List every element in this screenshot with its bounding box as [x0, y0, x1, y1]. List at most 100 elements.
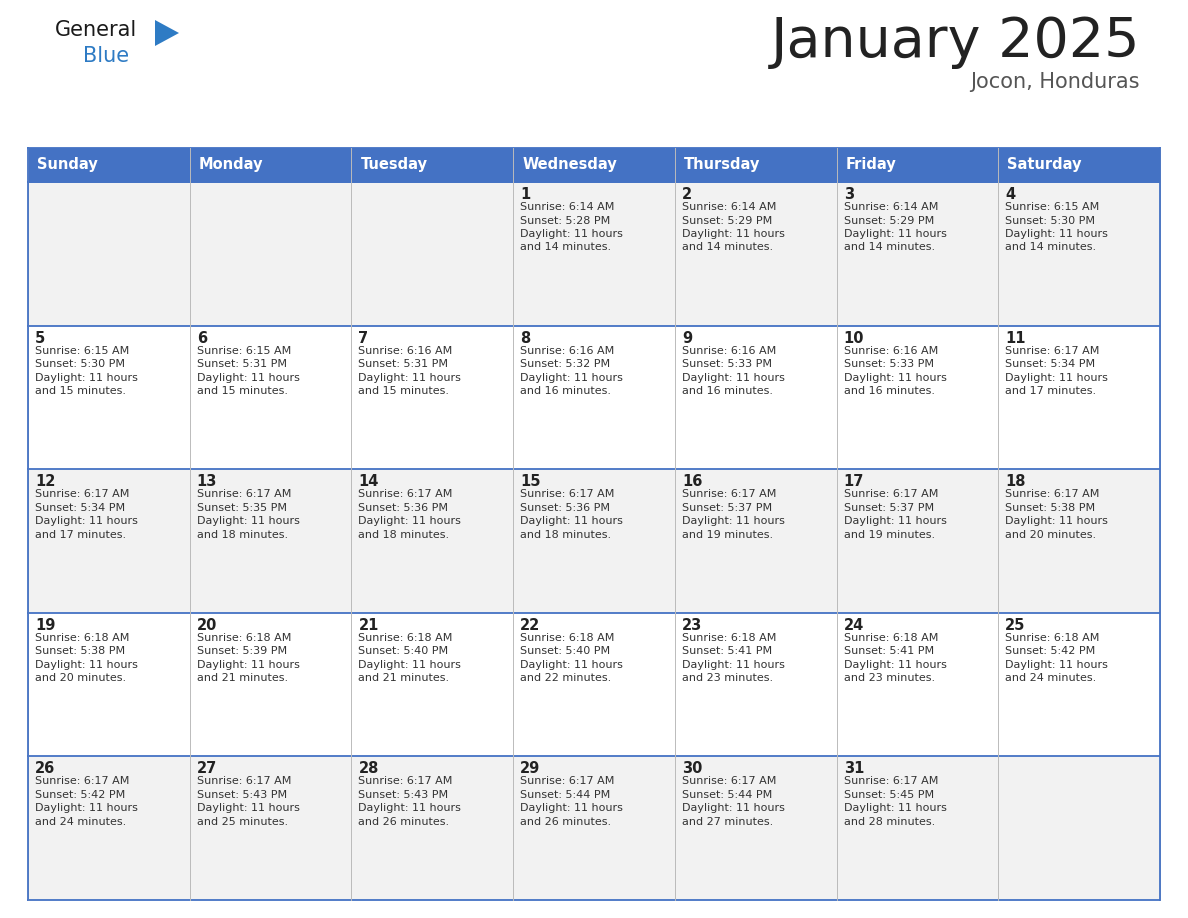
- Text: 13: 13: [197, 475, 217, 489]
- Text: Jocon, Honduras: Jocon, Honduras: [971, 72, 1140, 92]
- Bar: [998, 756, 1159, 900]
- Text: General: General: [55, 20, 138, 40]
- Text: 22: 22: [520, 618, 541, 633]
- Text: Daylight: 11 hours: Daylight: 11 hours: [1005, 373, 1108, 383]
- Text: Daylight: 11 hours: Daylight: 11 hours: [520, 373, 623, 383]
- Text: 12: 12: [34, 475, 56, 489]
- Text: Daylight: 11 hours: Daylight: 11 hours: [520, 516, 623, 526]
- Text: 19: 19: [34, 618, 56, 633]
- Text: Sunrise: 6:17 AM: Sunrise: 6:17 AM: [34, 489, 129, 499]
- Text: and 18 minutes.: and 18 minutes.: [520, 530, 612, 540]
- Text: 7: 7: [359, 330, 368, 345]
- Text: 2: 2: [682, 187, 691, 202]
- Text: and 21 minutes.: and 21 minutes.: [197, 673, 287, 683]
- Polygon shape: [154, 20, 179, 46]
- Text: Sunrise: 6:17 AM: Sunrise: 6:17 AM: [682, 777, 776, 787]
- Text: 3: 3: [843, 187, 854, 202]
- Text: 10: 10: [843, 330, 864, 345]
- Bar: [190, 182, 352, 326]
- Bar: [513, 613, 675, 756]
- Text: 29: 29: [520, 761, 541, 777]
- Text: Daylight: 11 hours: Daylight: 11 hours: [843, 229, 947, 239]
- Text: 31: 31: [843, 761, 864, 777]
- Text: Daylight: 11 hours: Daylight: 11 hours: [34, 803, 138, 813]
- Text: and 15 minutes.: and 15 minutes.: [34, 386, 126, 396]
- Bar: [29, 756, 190, 900]
- Text: and 25 minutes.: and 25 minutes.: [197, 817, 287, 827]
- Bar: [513, 469, 675, 613]
- Text: 24: 24: [843, 618, 864, 633]
- Text: Daylight: 11 hours: Daylight: 11 hours: [520, 803, 623, 813]
- Text: Sunset: 5:29 PM: Sunset: 5:29 PM: [843, 216, 934, 226]
- Text: Sunset: 5:40 PM: Sunset: 5:40 PM: [520, 646, 611, 656]
- Bar: [998, 326, 1159, 469]
- Text: and 19 minutes.: and 19 minutes.: [843, 530, 935, 540]
- Text: Daylight: 11 hours: Daylight: 11 hours: [359, 516, 461, 526]
- Text: Daylight: 11 hours: Daylight: 11 hours: [197, 660, 299, 670]
- Bar: [836, 326, 998, 469]
- Text: Sunrise: 6:16 AM: Sunrise: 6:16 AM: [359, 345, 453, 355]
- Text: Sunrise: 6:14 AM: Sunrise: 6:14 AM: [520, 202, 614, 212]
- Text: Sunrise: 6:17 AM: Sunrise: 6:17 AM: [843, 489, 939, 499]
- Text: and 26 minutes.: and 26 minutes.: [359, 817, 449, 827]
- Bar: [836, 469, 998, 613]
- Text: Daylight: 11 hours: Daylight: 11 hours: [359, 373, 461, 383]
- Text: and 21 minutes.: and 21 minutes.: [359, 673, 449, 683]
- Text: Sunrise: 6:14 AM: Sunrise: 6:14 AM: [682, 202, 776, 212]
- Text: and 26 minutes.: and 26 minutes.: [520, 817, 612, 827]
- Text: Daylight: 11 hours: Daylight: 11 hours: [34, 516, 138, 526]
- Text: 9: 9: [682, 330, 691, 345]
- Text: Daylight: 11 hours: Daylight: 11 hours: [197, 516, 299, 526]
- Text: 28: 28: [359, 761, 379, 777]
- Text: and 20 minutes.: and 20 minutes.: [1005, 530, 1097, 540]
- Text: Daylight: 11 hours: Daylight: 11 hours: [843, 373, 947, 383]
- Text: and 16 minutes.: and 16 minutes.: [682, 386, 773, 396]
- Text: and 22 minutes.: and 22 minutes.: [520, 673, 612, 683]
- Text: Sunrise: 6:18 AM: Sunrise: 6:18 AM: [34, 633, 129, 643]
- Text: Sunset: 5:43 PM: Sunset: 5:43 PM: [197, 789, 286, 800]
- Text: Sunrise: 6:18 AM: Sunrise: 6:18 AM: [520, 633, 614, 643]
- Text: and 27 minutes.: and 27 minutes.: [682, 817, 773, 827]
- Text: 23: 23: [682, 618, 702, 633]
- Text: Sunrise: 6:15 AM: Sunrise: 6:15 AM: [1005, 202, 1100, 212]
- Text: Sunset: 5:28 PM: Sunset: 5:28 PM: [520, 216, 611, 226]
- Text: Sunrise: 6:16 AM: Sunrise: 6:16 AM: [520, 345, 614, 355]
- Text: Sunset: 5:30 PM: Sunset: 5:30 PM: [1005, 216, 1095, 226]
- Text: Sunset: 5:42 PM: Sunset: 5:42 PM: [34, 789, 125, 800]
- Bar: [836, 182, 998, 326]
- Text: Sunset: 5:44 PM: Sunset: 5:44 PM: [520, 789, 611, 800]
- Bar: [352, 756, 513, 900]
- Bar: [29, 326, 190, 469]
- Text: Sunset: 5:36 PM: Sunset: 5:36 PM: [359, 503, 448, 512]
- Text: and 15 minutes.: and 15 minutes.: [197, 386, 287, 396]
- Bar: [190, 469, 352, 613]
- Text: and 16 minutes.: and 16 minutes.: [843, 386, 935, 396]
- Text: 14: 14: [359, 475, 379, 489]
- Text: and 14 minutes.: and 14 minutes.: [1005, 242, 1097, 252]
- Bar: [513, 756, 675, 900]
- Text: Sunset: 5:34 PM: Sunset: 5:34 PM: [34, 503, 125, 512]
- Text: Daylight: 11 hours: Daylight: 11 hours: [197, 373, 299, 383]
- Text: Sunset: 5:37 PM: Sunset: 5:37 PM: [843, 503, 934, 512]
- Text: and 24 minutes.: and 24 minutes.: [34, 817, 126, 827]
- Text: Sunset: 5:41 PM: Sunset: 5:41 PM: [843, 646, 934, 656]
- Text: Sunset: 5:35 PM: Sunset: 5:35 PM: [197, 503, 286, 512]
- Text: Sunset: 5:36 PM: Sunset: 5:36 PM: [520, 503, 611, 512]
- Text: and 14 minutes.: and 14 minutes.: [682, 242, 773, 252]
- Text: Sunrise: 6:17 AM: Sunrise: 6:17 AM: [520, 777, 614, 787]
- Text: Sunrise: 6:15 AM: Sunrise: 6:15 AM: [197, 345, 291, 355]
- Text: 15: 15: [520, 475, 541, 489]
- Text: 27: 27: [197, 761, 217, 777]
- Text: Sunset: 5:40 PM: Sunset: 5:40 PM: [359, 646, 449, 656]
- Bar: [675, 469, 836, 613]
- Bar: [29, 613, 190, 756]
- Text: Daylight: 11 hours: Daylight: 11 hours: [682, 660, 785, 670]
- Text: 4: 4: [1005, 187, 1016, 202]
- Text: Sunrise: 6:17 AM: Sunrise: 6:17 AM: [1005, 345, 1100, 355]
- Bar: [836, 613, 998, 756]
- Text: Sunset: 5:37 PM: Sunset: 5:37 PM: [682, 503, 772, 512]
- Text: Sunrise: 6:17 AM: Sunrise: 6:17 AM: [197, 489, 291, 499]
- Text: 11: 11: [1005, 330, 1025, 345]
- Text: Daylight: 11 hours: Daylight: 11 hours: [682, 516, 785, 526]
- Text: 21: 21: [359, 618, 379, 633]
